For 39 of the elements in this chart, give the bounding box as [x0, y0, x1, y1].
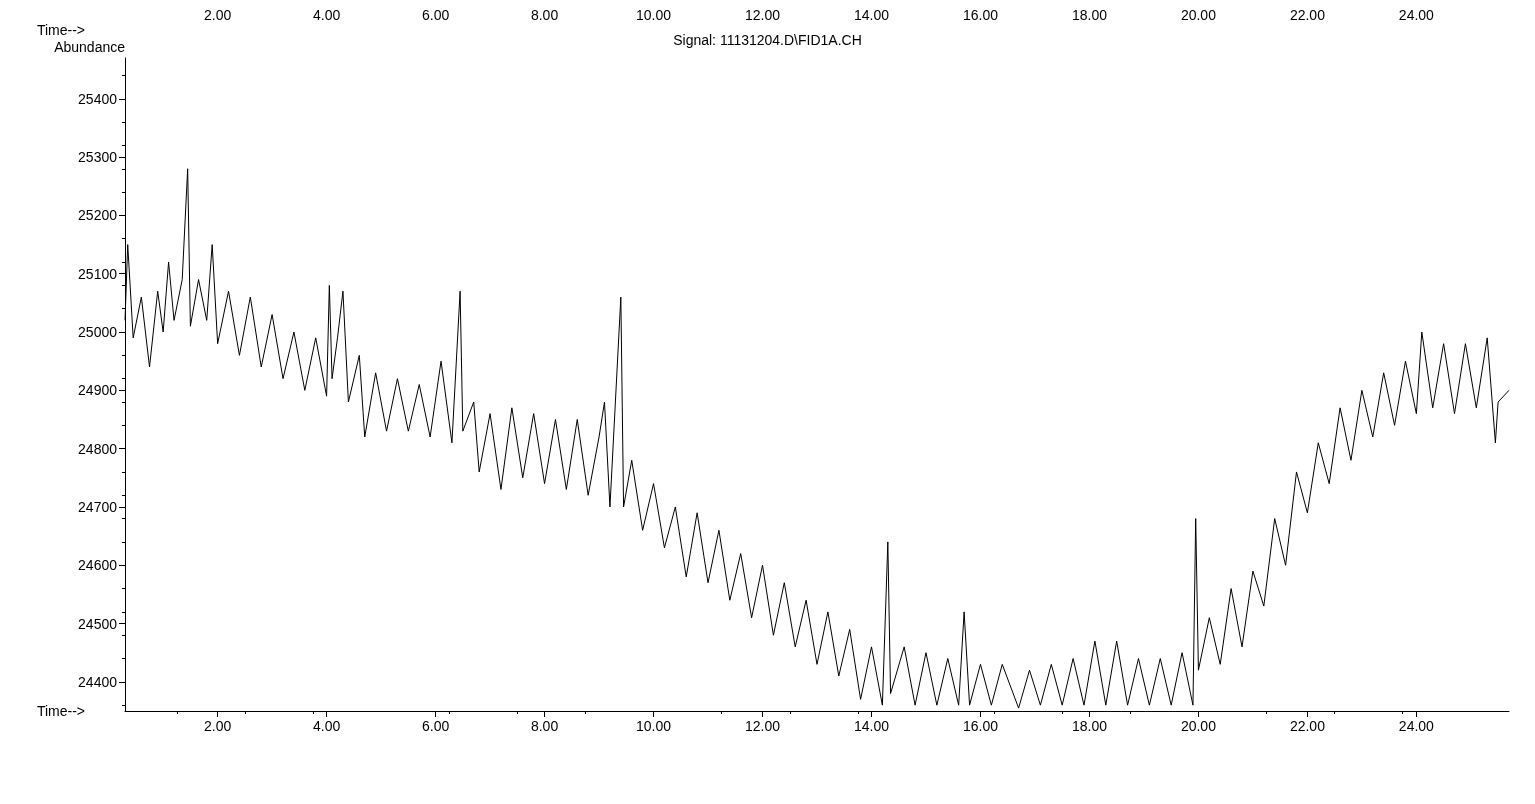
y-tick-label: 24900 — [78, 382, 118, 399]
x-tick-label: 6.00 — [421, 718, 450, 734]
y-tick-label: 24500 — [78, 615, 118, 632]
x2-tick-label: 22.00 — [1289, 7, 1326, 23]
x2-tick-label: 12.00 — [744, 7, 781, 23]
x2-tick-label: 10.00 — [636, 7, 672, 23]
y-tick-label: 25100 — [78, 265, 118, 282]
x2-axis-title: Time--> — [36, 22, 85, 38]
y-tick-label: 24700 — [78, 498, 118, 515]
x-axis-title: Time--> — [36, 703, 85, 719]
y-tick-label: 25400 — [78, 90, 118, 107]
x-tick-label: 2.00 — [204, 718, 232, 734]
x-tick-label: 8.00 — [530, 718, 559, 734]
x2-tick-label: 14.00 — [853, 7, 890, 23]
x-tick-label: 18.00 — [1071, 718, 1108, 734]
x2-tick-label: 16.00 — [962, 7, 999, 23]
y-tick-label: 25200 — [78, 207, 118, 224]
x2-tick-label: 20.00 — [1180, 7, 1217, 23]
x2-tick-label: 8.00 — [530, 7, 559, 23]
x-tick-label: 22.00 — [1289, 718, 1326, 734]
x2-tick-label: 6.00 — [421, 7, 450, 23]
y-tick-label: 25300 — [78, 149, 118, 166]
x2-tick-label: 24.00 — [1398, 7, 1435, 23]
y-tick-label: 25000 — [78, 324, 118, 341]
x2-tick-label: 4.00 — [312, 7, 341, 23]
x-tick-label: 10.00 — [636, 718, 672, 734]
y-tick-label: 24600 — [78, 557, 118, 574]
y-tick-label: 24800 — [78, 440, 118, 457]
chart-title: Signal: 11131204.D\FID1A.CH — [673, 32, 862, 48]
x-tick-label: 20.00 — [1180, 718, 1217, 734]
x-tick-label: 14.00 — [853, 718, 890, 734]
x2-tick-label: 2.00 — [204, 7, 232, 23]
y-axis-title: Abundance — [54, 39, 126, 55]
x-tick-label: 4.00 — [312, 718, 341, 734]
x-tick-label: 24.00 — [1398, 718, 1435, 734]
x-tick-label: 16.00 — [962, 718, 999, 734]
y-tick-label: 24400 — [78, 673, 118, 690]
x2-tick-label: 18.00 — [1071, 7, 1108, 23]
x-tick-label: 12.00 — [744, 718, 781, 734]
